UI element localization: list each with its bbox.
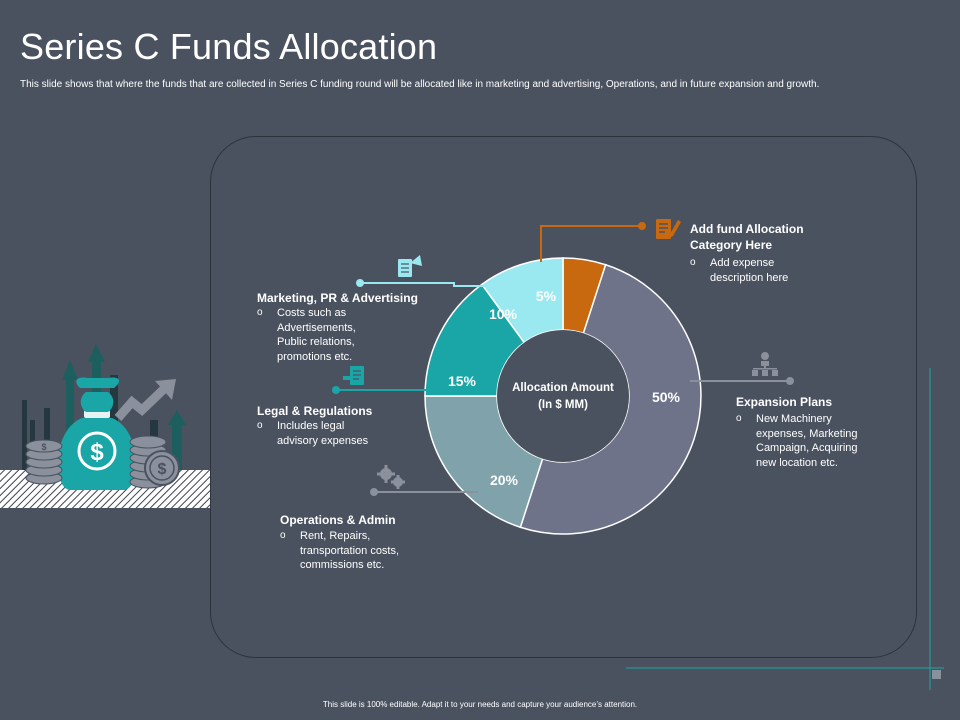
legal-document-icon	[343, 366, 364, 385]
slice-label-15: 15%	[448, 373, 477, 389]
category-fund-title: Add fund Allocation Category Here	[690, 222, 804, 252]
connector-lines	[336, 225, 790, 493]
connector-dot	[356, 279, 364, 287]
category-marketing-title: Marketing, PR & Advertising	[257, 291, 418, 305]
slide-title: Series C Funds Allocation	[20, 26, 438, 67]
category-operations-title: Operations & Admin	[280, 513, 396, 527]
category-marketing-desc: o Costs such as Advertisements, Public r…	[257, 307, 356, 363]
document-pen-icon	[656, 219, 681, 239]
slice-label-10: 10%	[489, 306, 518, 322]
slide-footer: This slide is 100% editable. Adapt it to…	[322, 700, 638, 709]
category-fund-desc: o Add expense description here	[690, 257, 789, 284]
category-operations-desc: o Rent, Repairs, transportation costs, c…	[280, 530, 400, 571]
donut-hole	[497, 330, 629, 462]
connector-dot	[370, 488, 378, 496]
category-legal-desc: o Includes legal advisory expenses	[257, 420, 369, 447]
svg-text:$: $	[90, 439, 104, 466]
center-label-line2: (In $ MM)	[538, 399, 588, 411]
svg-text:$: $	[41, 442, 46, 452]
svg-text:$: $	[158, 461, 167, 478]
hierarchy-icon	[752, 352, 778, 376]
connector-dot	[332, 386, 340, 394]
category-expansion-desc: o New Machinery expenses, Marketing Camp…	[736, 413, 858, 469]
connector-dot	[786, 377, 794, 385]
category-legal-title: Legal & Regulations	[257, 404, 373, 418]
category-expansion-title: Expansion Plans	[736, 395, 833, 409]
decor-square	[932, 670, 941, 679]
money-bag-icon: $ $ $	[0, 344, 210, 508]
center-label-line1: Allocation Amount	[512, 382, 614, 394]
slice-label-20: 20%	[490, 472, 519, 488]
content-panel	[210, 136, 917, 658]
allocation-donut-chart	[424, 257, 702, 535]
slice-label-50: 50%	[652, 389, 681, 405]
connector-dot	[638, 222, 646, 230]
slide-subtitle: This slide shows that where the funds th…	[20, 79, 820, 90]
slice-label-5: 5%	[536, 288, 557, 304]
gears-icon	[377, 465, 405, 489]
megaphone-icon	[398, 255, 422, 277]
